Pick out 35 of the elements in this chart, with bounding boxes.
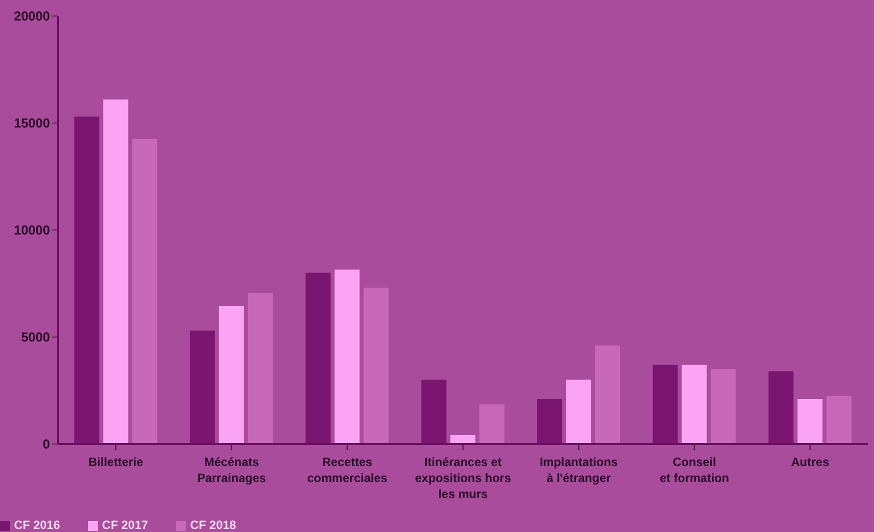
x-tick-label: Autres <box>791 455 830 469</box>
x-tick-label: Implantations à l'étranger <box>540 455 618 485</box>
x-tick-label: Billetterie <box>88 455 144 469</box>
bar <box>710 369 736 444</box>
bar <box>537 399 562 444</box>
bar <box>248 293 273 444</box>
bar <box>218 306 244 444</box>
y-tick-label: 0 <box>42 436 50 452</box>
bar <box>421 380 446 444</box>
bar <box>334 270 360 444</box>
bar <box>103 99 128 444</box>
bar <box>74 116 100 444</box>
x-tick-label: Recettes commerciales <box>307 455 388 485</box>
legend-label: CF 2016 <box>14 518 60 532</box>
bar <box>797 399 822 444</box>
y-tick-label: 5000 <box>21 330 50 345</box>
bar <box>132 139 158 444</box>
bar <box>682 364 707 444</box>
bar <box>652 364 678 444</box>
bar <box>768 371 794 444</box>
x-tick-label: Mécénats Parrainages <box>197 455 266 485</box>
bar <box>595 346 620 444</box>
bar <box>479 404 504 444</box>
bar <box>306 272 331 444</box>
bar <box>826 396 852 444</box>
y-tick-label: 10000 <box>14 222 50 238</box>
legend-label: CF 2018 <box>190 518 236 532</box>
bar <box>190 330 215 444</box>
x-tick-label: Conseil et formation <box>660 455 730 485</box>
bar <box>364 288 389 444</box>
x-tick-label: Itinérances et expositions hors les murs <box>414 455 512 501</box>
y-tick-label: 20000 <box>14 8 50 24</box>
bar <box>566 380 592 444</box>
y-tick-label: 15000 <box>14 116 50 131</box>
legend-label: CF 2017 <box>102 518 148 532</box>
